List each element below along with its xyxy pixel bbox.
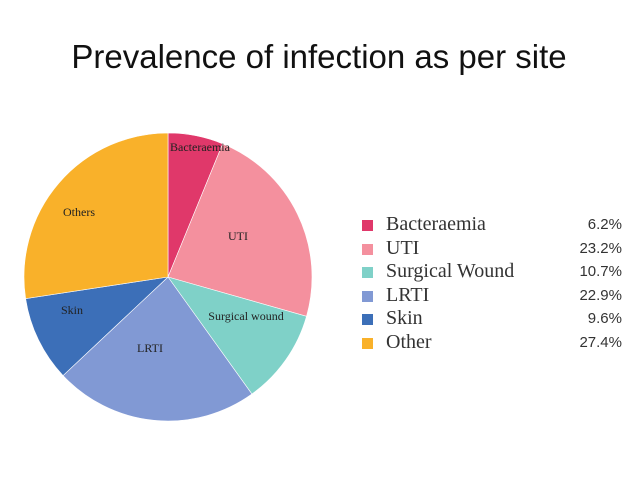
chart-title: Prevalence of infection as per site [71, 38, 567, 75]
slice-label-uti: UTI [228, 229, 248, 243]
legend-value: 9.6% [587, 310, 622, 327]
legend-item: Bacteraemia 6.2% [360, 213, 628, 237]
legend-item: UTI 23.2% [360, 237, 628, 261]
legend-item: Surgical Wound 10.7% [360, 260, 628, 284]
legend-label: Skin [386, 307, 423, 329]
legend-label: Bacteraemia [386, 213, 486, 235]
legend-item: Skin 9.6% [360, 307, 628, 331]
legend-value: 10.7% [579, 263, 622, 280]
legend-label: Other [386, 330, 432, 353]
slice-label-lrti: LRTI [137, 341, 163, 355]
pie-slice-skin [25, 276, 169, 376]
legend-value: 6.2% [587, 216, 622, 233]
pie-slice-uti [167, 143, 313, 317]
pie-slice-surgical-wound [167, 276, 307, 395]
legend-swatch [362, 243, 373, 255]
legend-item: Other 27.4% [360, 331, 628, 355]
legend-swatch [362, 267, 373, 278]
legend-swatch [362, 290, 373, 302]
slice-label-others: Others [63, 205, 95, 219]
legend-value: 27.4% [579, 333, 622, 351]
legend-value: 22.9% [579, 286, 622, 304]
slice-label-bacteraemia: Bacteraemia [170, 140, 231, 154]
slice-label-surgical-wound: Surgical wound [208, 309, 283, 323]
pie-slice-others [23, 132, 169, 299]
slice-label-skin: Skin [61, 303, 83, 317]
legend-value: 23.2% [579, 239, 622, 257]
legend-label: LRTI [386, 283, 430, 306]
chart-legend: Bacteraemia 6.2% UTI 23.2% Surgical Wound 10.… [360, 213, 628, 354]
legend-item: LRTI 22.9% [360, 284, 628, 308]
legend-swatch [362, 220, 373, 231]
legend-label: UTI [386, 236, 420, 259]
pie-slice-lrti [62, 276, 253, 422]
legend-swatch [362, 314, 373, 325]
legend-label: Surgical Wound [386, 260, 515, 282]
legend-swatch [362, 337, 373, 349]
